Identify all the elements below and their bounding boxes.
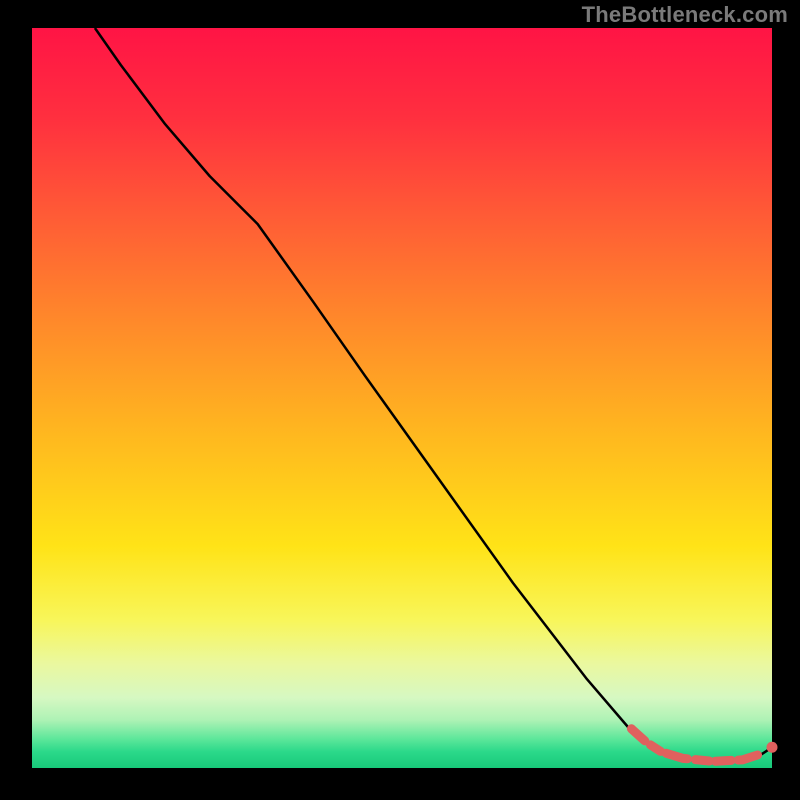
end-marker-dot	[767, 742, 778, 753]
plot-background	[32, 28, 772, 768]
chart-stage: { "watermark": { "text": "TheBottleneck.…	[0, 0, 800, 800]
chart-svg	[0, 0, 800, 800]
watermark-text: TheBottleneck.com	[582, 2, 788, 28]
